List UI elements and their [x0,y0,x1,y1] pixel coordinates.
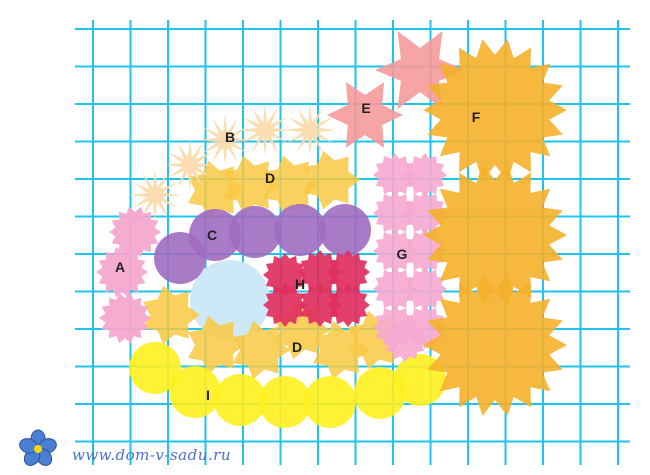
label-g: G [397,246,408,262]
plant-c [229,206,281,258]
label-b: B [225,129,235,145]
plant-i [259,376,311,428]
plant-h [326,283,370,327]
plant-d [188,315,245,375]
plant-f [423,164,567,306]
plant-b [164,139,216,191]
label-f: F [472,109,481,125]
plant-b [239,104,291,156]
plant-a [99,292,151,344]
plant-i [169,366,221,418]
label-d-lower: D [292,339,302,355]
plant-d [143,285,200,345]
plant-g [383,318,427,362]
plant-d [233,320,290,380]
label-h: H [295,276,305,292]
plant-c [319,204,371,256]
plant-b [284,104,336,156]
plant-d [223,155,280,215]
label-i: I [206,387,210,403]
forget-me-not-flower-icon [19,429,57,466]
label-a: A [115,259,125,275]
plant-d [303,150,360,210]
watermark-url: www.dom-v-sadu.ru [72,446,231,464]
plant-a [109,206,161,258]
plant-g [403,191,447,235]
plant-i [304,376,356,428]
plant-i [354,367,406,419]
plant-c [274,204,326,256]
plant-f [423,274,567,416]
plant-i [129,342,181,394]
plant-h [326,250,370,294]
label-c: C [207,227,217,243]
plant-a [96,246,148,298]
plant-d [188,160,245,220]
plant-e [327,82,403,148]
plant-g [403,267,447,311]
plant-h [263,283,307,327]
plant-c [189,209,241,261]
plant-e [375,31,465,109]
label-d: D [265,170,275,186]
plant-b [129,169,181,221]
label-e: E [361,100,370,116]
plant-f [423,39,567,181]
plant-b [199,114,251,166]
plant-g [403,153,447,197]
plant-i [214,374,266,426]
